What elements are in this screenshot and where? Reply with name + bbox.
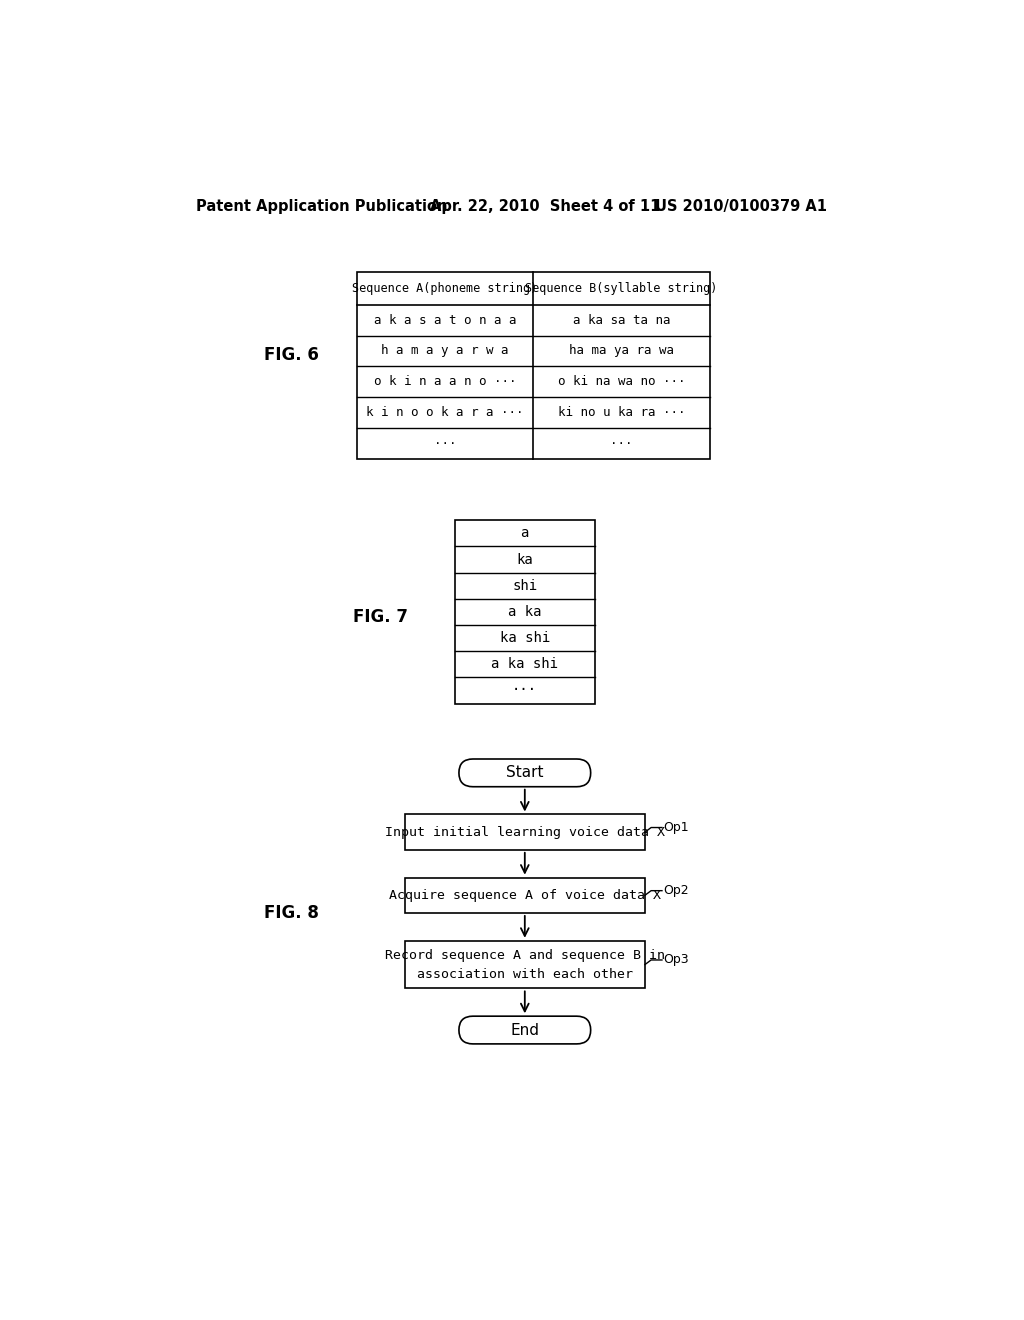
Text: FIG. 7: FIG. 7 [352,609,408,626]
Text: ka: ka [516,553,534,566]
Text: k i n o o k a r a ···: k i n o o k a r a ··· [367,407,523,418]
Text: ha ma ya ra wa: ha ma ya ra wa [569,345,674,358]
Text: a ka: a ka [508,605,542,619]
Text: Sequence A(phoneme string): Sequence A(phoneme string) [352,282,538,296]
Text: ka shi: ka shi [500,631,550,645]
Text: Op1: Op1 [664,821,689,834]
Text: Op3: Op3 [664,953,689,966]
Text: End: End [510,1023,540,1038]
Text: ki no u ka ra ···: ki no u ka ra ··· [558,407,685,418]
Bar [455,520,595,704]
Text: US 2010/0100379 A1: US 2010/0100379 A1 [655,198,827,214]
Text: Sequence B(syllable string): Sequence B(syllable string) [525,282,718,296]
Text: o k i n a a n o ···: o k i n a a n o ··· [374,375,516,388]
Text: ···: ··· [512,684,538,697]
Bar [404,814,645,850]
Text: o ki na wa no ···: o ki na wa no ··· [558,375,685,388]
Text: shi: shi [512,578,538,593]
FancyBboxPatch shape [459,1016,591,1044]
Text: Start: Start [506,766,544,780]
Text: a k a s a t o n a a: a k a s a t o n a a [374,314,516,326]
Bar [356,272,710,459]
Text: a: a [520,527,529,540]
Text: ···: ··· [434,437,457,450]
Text: Op2: Op2 [664,884,689,898]
Bar [404,878,645,913]
Text: Patent Application Publication: Patent Application Publication [197,198,447,214]
Text: FIG. 8: FIG. 8 [263,904,318,921]
Text: a ka shi: a ka shi [492,657,558,672]
Text: Acquire sequence A of voice data X: Acquire sequence A of voice data X [389,888,660,902]
Text: Input initial learning voice data X: Input initial learning voice data X [385,825,665,838]
Text: Record sequence A and sequence B in
association with each other: Record sequence A and sequence B in asso… [385,949,665,981]
Text: h a m a y a r w a: h a m a y a r w a [381,345,509,358]
Text: a ka sa ta na: a ka sa ta na [572,314,671,326]
Bar [404,941,645,989]
Text: Apr. 22, 2010  Sheet 4 of 11: Apr. 22, 2010 Sheet 4 of 11 [430,198,660,214]
Text: ···: ··· [610,437,633,450]
Text: FIG. 6: FIG. 6 [263,346,318,364]
FancyBboxPatch shape [459,759,591,787]
